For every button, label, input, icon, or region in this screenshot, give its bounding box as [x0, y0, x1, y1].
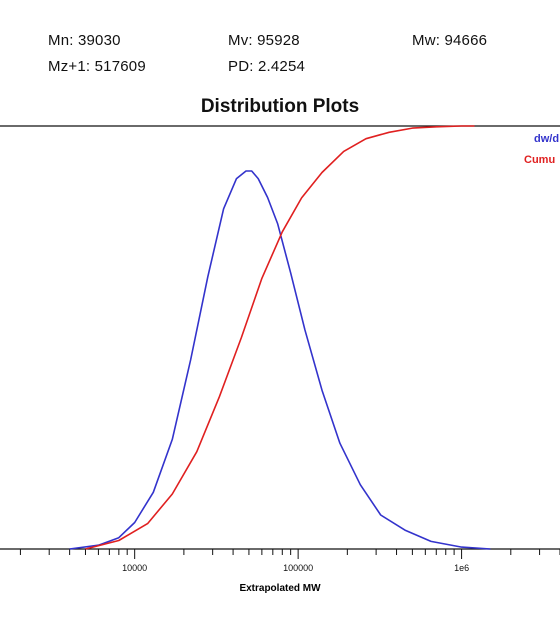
x-tick-label: 1e6	[454, 563, 469, 573]
legend-cumulative: Cumu	[524, 154, 555, 166]
stat-mn: Mn: 39030	[48, 32, 121, 49]
series-line-cumulative	[85, 125, 475, 550]
legend-dw: dw/d	[534, 133, 559, 145]
stat-mw: Mw: 94666	[412, 32, 488, 49]
x-axis-label: Extrapolated MW	[239, 583, 321, 594]
series-line-dw	[69, 170, 491, 550]
series-group	[69, 125, 491, 550]
x-tick-label: 10000	[122, 563, 147, 573]
stat-pd: PD: 2.4254	[228, 58, 306, 75]
stat-mz1: Mz+1: 517609	[48, 58, 146, 75]
x-tick-label: 100000	[283, 563, 313, 573]
x-axis-ticks: 10000 100000 1e6	[19, 549, 560, 573]
chart-title: Distribution Plots	[200, 96, 360, 117]
stat-mv: Mv: 95928	[228, 32, 300, 49]
